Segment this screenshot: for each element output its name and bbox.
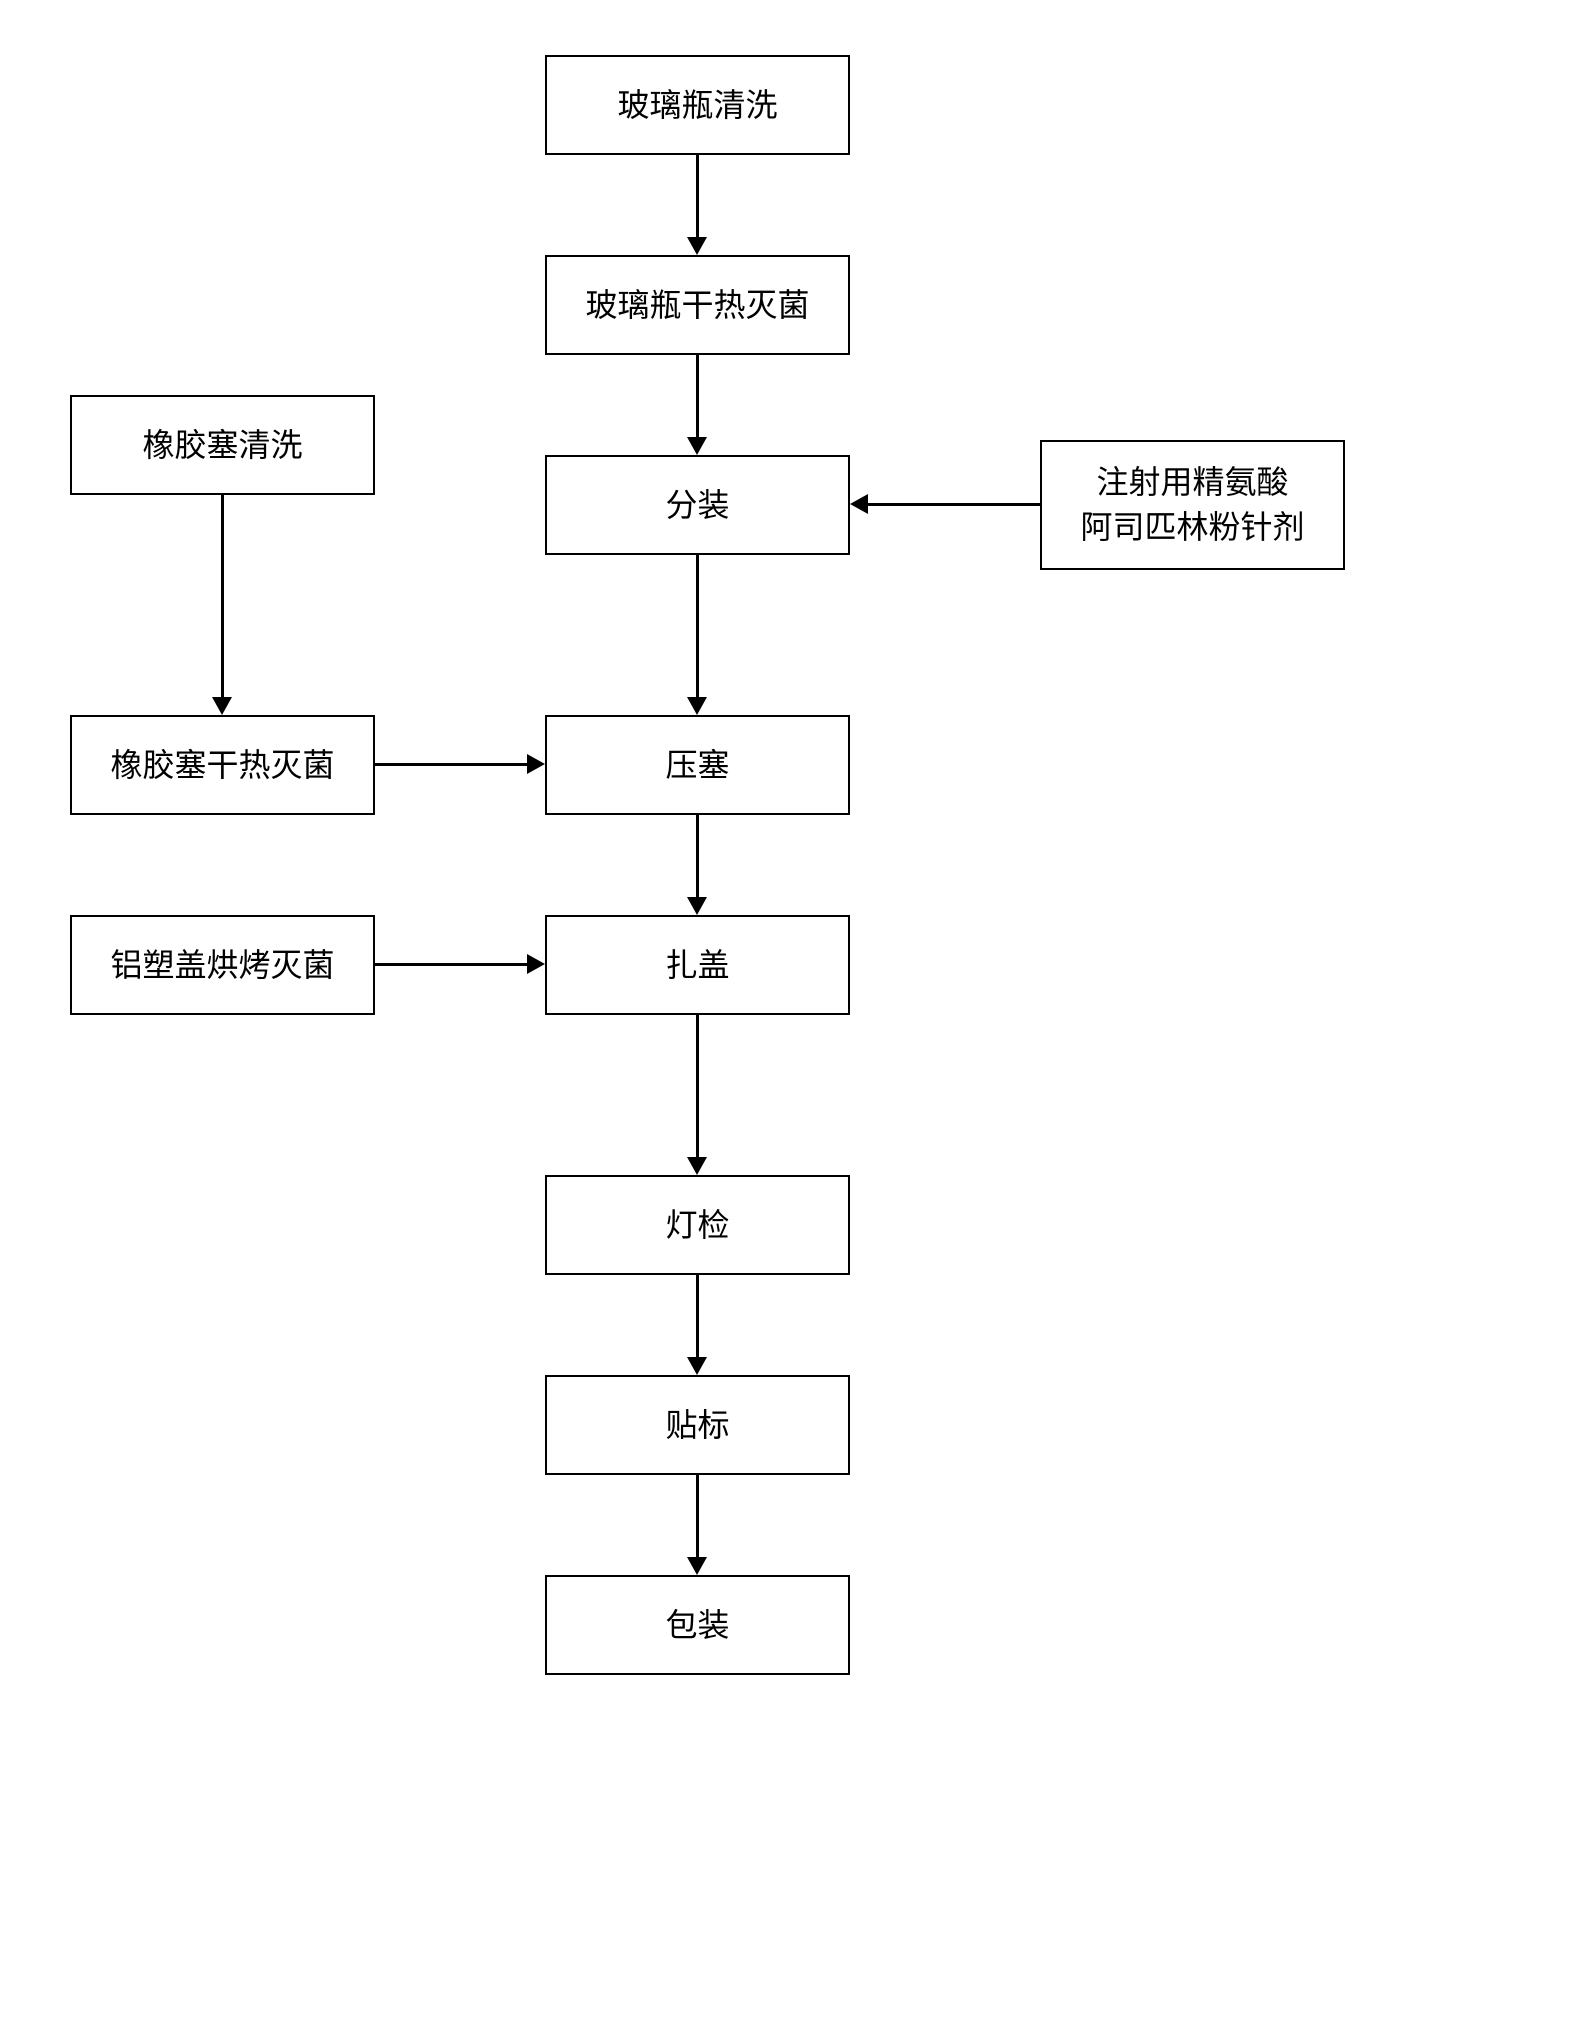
node-alu-cap-sterilize: 铝塑盖烘烤灭菌 bbox=[70, 915, 375, 1015]
edge-line bbox=[696, 1475, 699, 1557]
node-labeling: 贴标 bbox=[545, 1375, 850, 1475]
edge-line bbox=[375, 963, 527, 966]
arrow-head-icon bbox=[527, 954, 545, 974]
arrow-head-icon bbox=[527, 754, 545, 774]
node-label: 注射用精氨酸 阿司匹林粉针剂 bbox=[1080, 460, 1304, 550]
arrow-head-icon bbox=[687, 1157, 707, 1175]
node-cap: 扎盖 bbox=[545, 915, 850, 1015]
node-label: 分装 bbox=[665, 483, 729, 528]
node-packaging: 包装 bbox=[545, 1575, 850, 1675]
arrow-head-icon bbox=[687, 897, 707, 915]
edge-line bbox=[221, 495, 224, 697]
node-label: 橡胶塞干热灭菌 bbox=[110, 743, 334, 788]
edge-line bbox=[696, 555, 699, 697]
node-rubber-stopper-sterilize: 橡胶塞干热灭菌 bbox=[70, 715, 375, 815]
arrow-head-icon bbox=[687, 697, 707, 715]
node-label: 玻璃瓶干热灭菌 bbox=[585, 283, 809, 328]
edge-line bbox=[696, 1015, 699, 1157]
node-fill: 分装 bbox=[545, 455, 850, 555]
arrow-head-icon bbox=[212, 697, 232, 715]
arrow-head-icon bbox=[687, 237, 707, 255]
node-stopper: 压塞 bbox=[545, 715, 850, 815]
node-label: 贴标 bbox=[665, 1403, 729, 1448]
edge-line bbox=[696, 1275, 699, 1357]
arrow-head-icon bbox=[850, 494, 868, 514]
node-arginine-aspirin-powder: 注射用精氨酸 阿司匹林粉针剂 bbox=[1040, 440, 1345, 570]
edge-line bbox=[696, 355, 699, 437]
arrow-head-icon bbox=[687, 1557, 707, 1575]
node-label: 扎盖 bbox=[665, 943, 729, 988]
edge-line bbox=[868, 503, 1040, 506]
node-rubber-stopper-clean: 橡胶塞清洗 bbox=[70, 395, 375, 495]
node-glass-bottle-sterilize: 玻璃瓶干热灭菌 bbox=[545, 255, 850, 355]
edge-line bbox=[696, 155, 699, 237]
node-label: 铝塑盖烘烤灭菌 bbox=[110, 943, 334, 988]
edge-line bbox=[375, 763, 527, 766]
node-label: 包装 bbox=[665, 1603, 729, 1648]
node-glass-bottle-clean: 玻璃瓶清洗 bbox=[545, 55, 850, 155]
node-label: 玻璃瓶清洗 bbox=[617, 83, 777, 128]
node-lamp-inspect: 灯检 bbox=[545, 1175, 850, 1275]
flowchart-container: 玻璃瓶清洗 玻璃瓶干热灭菌 分装 压塞 扎盖 灯检 贴标 包装 橡胶塞清洗 橡胶… bbox=[0, 0, 1594, 2032]
node-label: 压塞 bbox=[665, 743, 729, 788]
edge-line bbox=[696, 815, 699, 897]
arrow-head-icon bbox=[687, 437, 707, 455]
node-label: 橡胶塞清洗 bbox=[142, 423, 302, 468]
arrow-head-icon bbox=[687, 1357, 707, 1375]
node-label: 灯检 bbox=[665, 1203, 729, 1248]
